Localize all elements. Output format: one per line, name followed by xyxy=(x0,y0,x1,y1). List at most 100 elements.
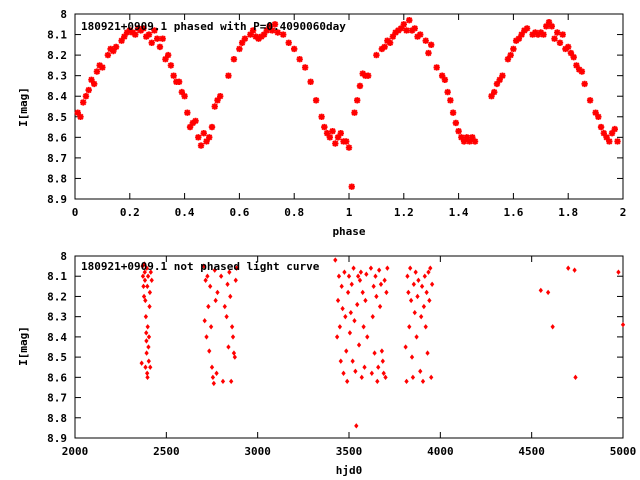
phased-data-point xyxy=(425,49,432,57)
phased-xtick-label: 0.2 xyxy=(120,206,140,219)
phased-data-point xyxy=(104,51,112,59)
unphased-data-point xyxy=(351,265,356,271)
unphased-data-point xyxy=(338,358,343,364)
unphased-data-point xyxy=(573,374,578,381)
unphased-ytick-label: 8.8 xyxy=(47,412,67,425)
phased-data-point xyxy=(548,23,555,30)
unphased-data-point xyxy=(230,334,236,340)
unphased-data-point xyxy=(205,273,210,279)
phased-data-point xyxy=(334,134,342,141)
unphased-data-point xyxy=(423,324,428,330)
unphased-ytick-label: 8.2 xyxy=(47,290,67,303)
phased-data-point xyxy=(422,37,429,44)
phased-data-point xyxy=(280,31,287,38)
phased-data-point xyxy=(211,103,218,110)
unphased-ytick-label: 8.7 xyxy=(47,392,67,405)
phased-xtick-label: 0.8 xyxy=(284,206,304,219)
unphased-data-point xyxy=(405,273,410,279)
unphased-xtick-label: 2500 xyxy=(153,445,180,458)
unphased-data-point xyxy=(379,348,385,354)
unphased-data-point xyxy=(148,364,153,370)
phased-data-point xyxy=(545,19,553,26)
phased-data-point xyxy=(148,39,155,46)
unphased-data-point xyxy=(229,324,235,330)
phased-data-point xyxy=(386,39,394,46)
phased-data-point xyxy=(269,27,276,34)
phased-data-point xyxy=(90,80,98,88)
unphased-data-point xyxy=(350,358,355,364)
unphased-data-point xyxy=(357,277,363,283)
phased-data-point xyxy=(586,97,594,104)
unphased-data-point xyxy=(620,322,626,328)
unphased-data-point xyxy=(419,283,425,290)
phased-data-point xyxy=(373,51,380,59)
phased-data-point xyxy=(85,86,92,94)
phased-data-point xyxy=(217,93,224,100)
phased-data-point xyxy=(400,21,407,28)
unphased-data-point xyxy=(550,324,555,330)
unphased-data-point xyxy=(361,324,366,330)
unphased-data-point xyxy=(409,354,415,360)
unphased-data-point xyxy=(347,330,353,336)
phased-data-point xyxy=(118,37,125,44)
phased-data-point xyxy=(364,72,372,79)
unphased-data-point xyxy=(229,378,234,385)
unphased-data-point xyxy=(403,344,408,350)
phased-ytick-label: 8.4 xyxy=(47,90,67,103)
unphased-data-point xyxy=(383,374,388,381)
phased-data-point xyxy=(271,21,279,28)
phased-data-point xyxy=(348,183,355,190)
phased-data-point xyxy=(504,56,512,63)
unphased-data-point xyxy=(426,269,431,275)
phased-data-point xyxy=(449,109,457,116)
unphased-chart-title: 180921+0909.1 not phased light curve xyxy=(81,260,320,273)
phased-data-point xyxy=(236,45,243,53)
phased-data-point xyxy=(515,35,523,42)
unphased-data-point xyxy=(566,265,571,271)
unphased-data-point xyxy=(364,271,369,277)
unphased-data-point xyxy=(202,318,207,324)
unphased-xticks: 2000 2500 3000 3500 4000 4500 5000 xyxy=(62,256,636,458)
unphased-data-point xyxy=(204,334,209,340)
unphased-data-point xyxy=(146,358,151,364)
phased-data-point xyxy=(540,31,547,38)
unphased-xtick-label: 3500 xyxy=(336,445,363,458)
phased-ytick-label: 8.6 xyxy=(47,131,67,144)
unphased-data-point xyxy=(353,368,358,374)
unphased-data-point xyxy=(208,283,213,290)
unphased-data-point xyxy=(380,358,385,364)
phased-data-point xyxy=(140,25,147,32)
phased-data-point xyxy=(551,35,558,42)
unphased-data-point xyxy=(212,267,217,273)
phased-data-point xyxy=(274,29,281,36)
unphased-data-point xyxy=(369,370,374,376)
phased-x-axis-label: phase xyxy=(332,225,365,238)
phased-chart: 0 0.2 0.4 0.6 0.8 1 1.2 1.4 1.6 1.8 2 8 8.1 8.2 8.3 8.… xyxy=(17,8,626,238)
phased-data-point xyxy=(203,138,210,145)
unphased-data-point xyxy=(218,273,224,279)
unphased-data-point xyxy=(355,273,361,279)
phased-data-point xyxy=(206,134,213,141)
phased-data-point xyxy=(565,43,572,51)
unphased-data-point xyxy=(222,303,227,310)
phased-data-point xyxy=(417,31,424,38)
unphased-data-point xyxy=(206,303,211,310)
phased-xtick-label: 1 xyxy=(346,206,353,219)
unphased-data-point xyxy=(149,277,154,283)
unphased-data-point xyxy=(406,289,411,296)
phased-data-point xyxy=(438,72,446,79)
phased-data-point xyxy=(241,35,249,42)
unphased-data-point xyxy=(420,378,426,385)
phased-data-point xyxy=(301,64,309,71)
unphased-data-point xyxy=(148,269,153,275)
phased-y-axis-label: I[mag] xyxy=(17,87,30,127)
unphased-data-point xyxy=(145,374,150,381)
phased-data-point xyxy=(469,134,476,141)
unphased-data-point xyxy=(404,378,409,385)
unphased-data-point xyxy=(342,269,347,275)
phased-data-point xyxy=(266,23,273,30)
unphased-data-point xyxy=(147,289,153,296)
unphased-data-point xyxy=(344,348,349,354)
phased-data-point xyxy=(510,45,517,53)
